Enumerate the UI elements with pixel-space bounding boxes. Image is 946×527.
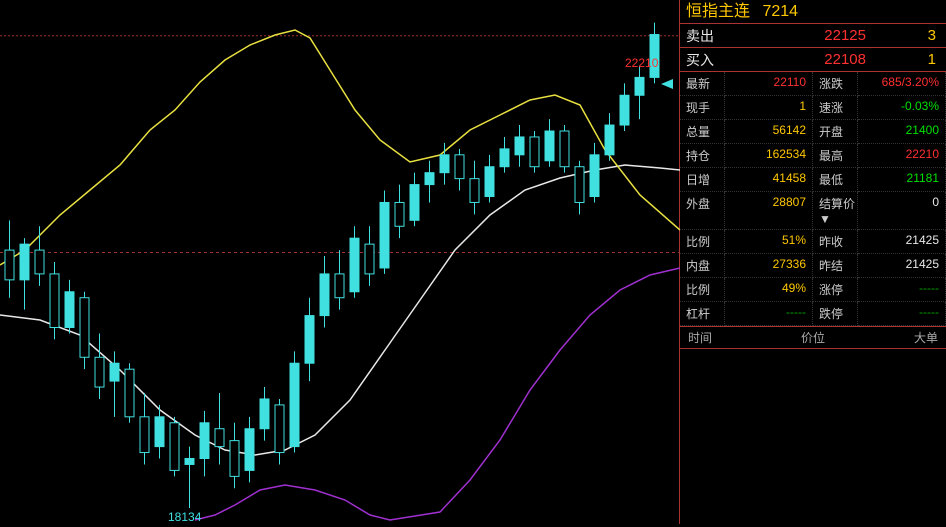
stat-value: -0.03% [858, 96, 946, 120]
sell-label: 卖出 [680, 24, 730, 47]
stat-label: 跌停 [813, 302, 858, 326]
stat-label: 涨跌 [813, 72, 858, 96]
quote-stats-grid: 最新22110涨跌685/3.20%现手1速涨-0.03%总量56142开盘21… [680, 72, 946, 327]
stat-value: 22210 [858, 144, 946, 168]
stat-label: 结算价▼ [813, 192, 858, 230]
stat-label: 杠杆 [680, 302, 725, 326]
stat-value: 162534 [725, 144, 813, 168]
stat-value: 27336 [725, 254, 813, 278]
stat-value: 41458 [725, 168, 813, 192]
sell-price: 22125 [730, 24, 896, 47]
stat-label: 外盘 [680, 192, 725, 230]
tick-list-header: 时间 价位 大单 [680, 327, 946, 349]
buy-qty: 1 [896, 48, 946, 71]
stat-value: 49% [725, 278, 813, 302]
stat-label: 开盘 [813, 120, 858, 144]
stat-value: 21400 [858, 120, 946, 144]
stat-value: 1 [725, 96, 813, 120]
tick-col-lot: 大单 [857, 327, 946, 348]
stat-label: 内盘 [680, 254, 725, 278]
stat-label: 总量 [680, 120, 725, 144]
instrument-name: 恒指主连 [686, 3, 750, 20]
stat-value: 0 [858, 192, 946, 230]
stat-label: 持仓 [680, 144, 725, 168]
stat-value: 21181 [858, 168, 946, 192]
stat-label: 最高 [813, 144, 858, 168]
stat-value: ----- [858, 302, 946, 326]
stat-label: 最低 [813, 168, 858, 192]
stat-label: 日增 [680, 168, 725, 192]
low-price-annotation: 18134 [168, 510, 201, 524]
tick-col-time: 时间 [680, 327, 769, 348]
stat-label: 最新 [680, 72, 725, 96]
high-price-annotation: 22210 [625, 56, 658, 70]
stat-value: ----- [725, 302, 813, 326]
stat-value: 21425 [858, 254, 946, 278]
stat-label: 速涨 [813, 96, 858, 120]
buy-label: 买入 [680, 48, 730, 71]
stat-value: 22110 [725, 72, 813, 96]
instrument-title: 恒指主连 7214 [680, 0, 946, 24]
stat-value: 56142 [725, 120, 813, 144]
stat-value: 51% [725, 230, 813, 254]
instrument-code: 7214 [762, 3, 798, 20]
tick-list-body[interactable] [680, 349, 946, 524]
chart-svg [0, 0, 680, 524]
quote-side-panel: 恒指主连 7214 卖出 22125 3 买入 22108 1 最新22110涨… [680, 0, 946, 524]
buy-price: 22108 [730, 48, 896, 71]
stat-label: 昨收 [813, 230, 858, 254]
stat-value: 685/3.20% [858, 72, 946, 96]
sell-qty: 3 [896, 24, 946, 47]
stat-value: 21425 [858, 230, 946, 254]
stat-label: 现手 [680, 96, 725, 120]
tick-col-price: 价位 [769, 327, 858, 348]
sell-row[interactable]: 卖出 22125 3 [680, 24, 946, 48]
stat-label: 昨结 [813, 254, 858, 278]
stat-value: ----- [858, 278, 946, 302]
stat-label: 比例 [680, 278, 725, 302]
buy-row[interactable]: 买入 22108 1 [680, 48, 946, 72]
stat-label: 比例 [680, 230, 725, 254]
stat-label: 涨停 [813, 278, 858, 302]
candlestick-chart[interactable]: 22210 18134 [0, 0, 680, 524]
stat-value: 28807 [725, 192, 813, 230]
